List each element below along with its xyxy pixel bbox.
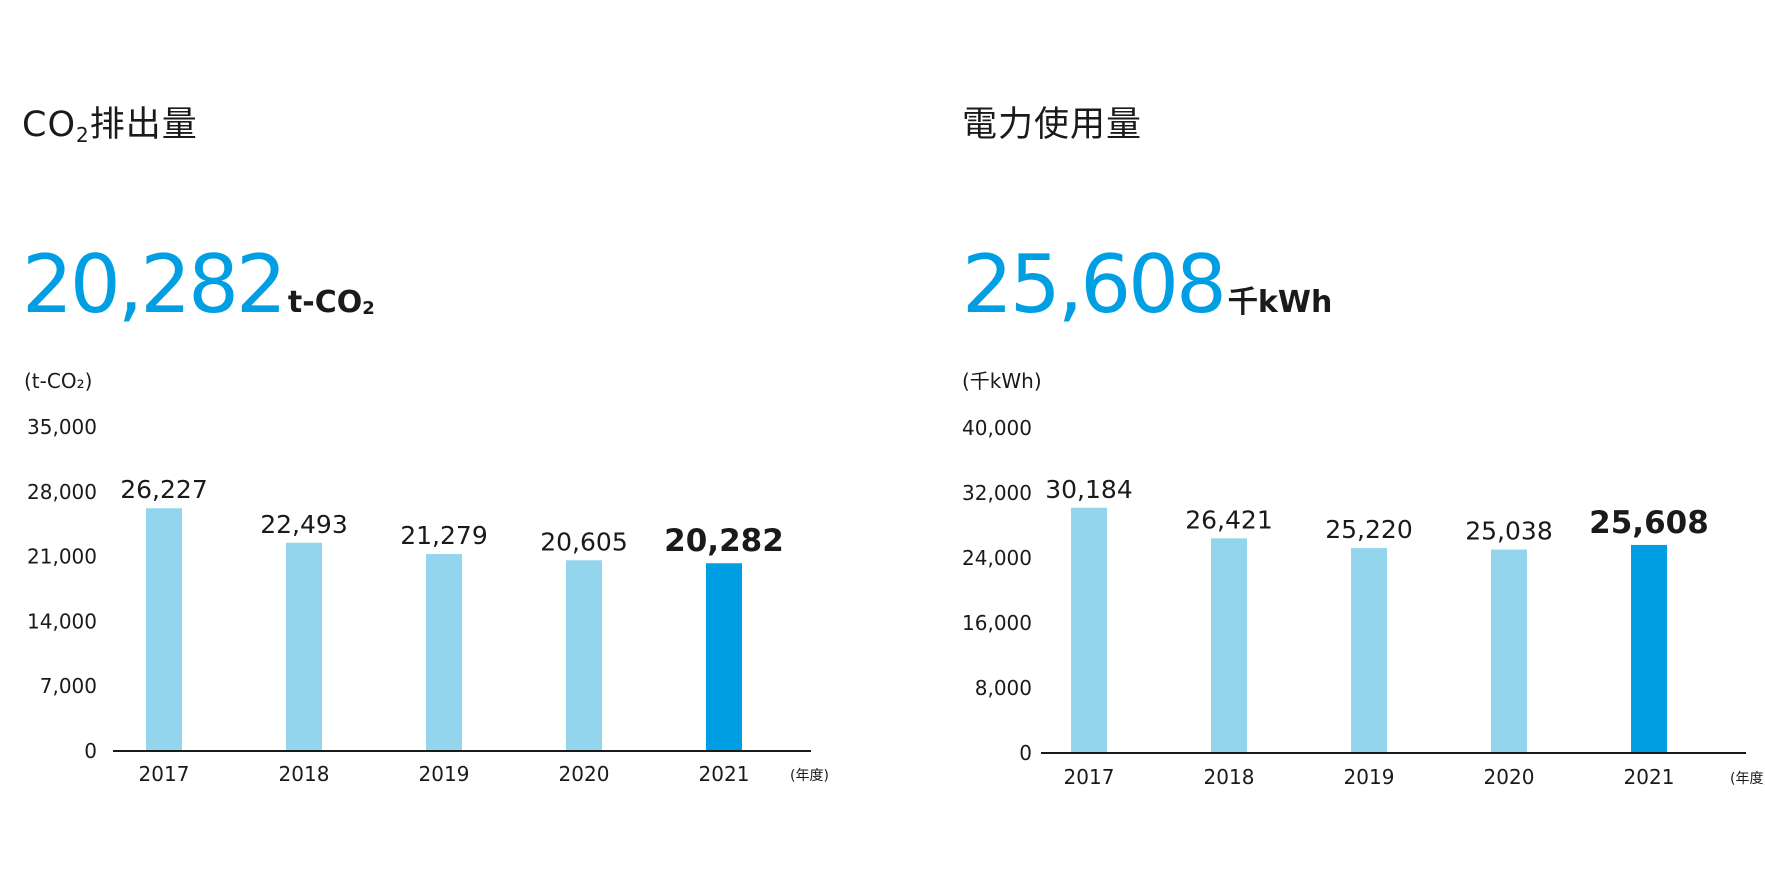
co2-title-rest: 排出量 <box>89 105 198 145</box>
power-title: 電力使用量 <box>962 105 1143 145</box>
power-ytick-label: 32,000 <box>962 481 1032 505</box>
power-bar-2019 <box>1351 548 1387 753</box>
co2-title-main: CO <box>22 105 76 145</box>
co2-headline-unit-main: t-CO <box>287 285 363 320</box>
co2-ytick-label: 14,000 <box>27 609 97 633</box>
co2-value-label-2020: 20,605 <box>540 527 627 556</box>
co2-category-label-2018: 2018 <box>279 762 330 786</box>
power-headline-value: 25,608 <box>962 238 1227 331</box>
power-bar-2018 <box>1211 538 1247 753</box>
co2-category-label-2021: 2021 <box>699 762 750 786</box>
co2-title: CO2排出量 <box>22 96 198 147</box>
power-category-label-2018: 2018 <box>1204 765 1255 789</box>
co2-category-label-2019: 2019 <box>419 762 470 786</box>
power-category-label-2019: 2019 <box>1344 765 1395 789</box>
power-category-label-2021: 2021 <box>1624 765 1675 789</box>
co2-ytick-label: 21,000 <box>27 545 97 569</box>
power-headline-unit: 千kWh <box>1227 285 1333 320</box>
co2-ytick-label: 0 <box>84 739 97 763</box>
co2-category-label-2017: 2017 <box>139 762 190 786</box>
co2-title-subscript: 2 <box>76 123 90 147</box>
co2-value-label-2017: 26,227 <box>120 475 207 504</box>
power-headline: 25,608 千kWh <box>962 238 1332 331</box>
power-ytick-label: 0 <box>1019 741 1032 765</box>
co2-ytick-label: 7,000 <box>40 674 97 698</box>
power-unit-label: (千kWh) <box>962 369 1042 393</box>
co2-bar-2019 <box>426 554 462 751</box>
co2-panel: CO2排出量 20,282 t-CO2 (t-CO₂) 0 7,000 14,000 21… <box>0 0 880 881</box>
co2-ytick-label: 28,000 <box>27 480 97 504</box>
power-panel: 電力使用量 25,608 千kWh (千kWh) 0 8,000 16,000 24,00… <box>940 0 1765 881</box>
co2-bar-2018 <box>286 542 322 751</box>
co2-ytick-label: 35,000 <box>27 415 97 439</box>
co2-unit-label: (t-CO₂) <box>24 369 92 393</box>
co2-value-label-2018: 22,493 <box>260 510 347 539</box>
co2-year-label: (年度) <box>790 768 829 784</box>
power-bar-2021 <box>1631 544 1667 753</box>
co2-bar-chart: (t-CO₂) 0 7,000 14,000 21,000 28,000 35,000 26,… <box>24 369 829 786</box>
power-value-label-2021: 25,608 <box>1589 505 1709 541</box>
power-ytick-label: 40,000 <box>962 416 1032 440</box>
co2-value-label-2019: 21,279 <box>400 521 487 550</box>
power-category-label-2020: 2020 <box>1484 765 1535 789</box>
co2-bar-2020 <box>566 560 602 751</box>
co2-bar-2021 <box>706 563 742 751</box>
power-bar-2017 <box>1071 507 1107 753</box>
co2-headline-unit: t-CO2 <box>288 285 375 320</box>
co2-headline: 20,282 t-CO2 <box>22 238 375 331</box>
power-value-label-2020: 25,038 <box>1465 517 1552 546</box>
power-value-label-2017: 30,184 <box>1045 475 1132 504</box>
power-ytick-label: 16,000 <box>962 611 1032 635</box>
co2-headline-value: 20,282 <box>22 238 287 331</box>
co2-headline-unit-subscript: 2 <box>362 298 375 319</box>
power-category-label-2017: 2017 <box>1064 765 1115 789</box>
co2-bar-2017 <box>146 508 182 751</box>
power-year-label: (年度) <box>1730 771 1765 787</box>
co2-category-label-2020: 2020 <box>559 762 610 786</box>
power-value-label-2018: 26,421 <box>1185 505 1272 534</box>
co2-value-label-2021: 20,282 <box>664 523 784 559</box>
power-value-label-2019: 25,220 <box>1325 515 1412 544</box>
power-ytick-label: 8,000 <box>975 676 1032 700</box>
power-bar-2020 <box>1491 549 1527 753</box>
power-ytick-label: 24,000 <box>962 546 1032 570</box>
power-bar-chart: (千kWh) 0 8,000 16,000 24,000 32,000 40,000 30,1… <box>962 369 1765 789</box>
